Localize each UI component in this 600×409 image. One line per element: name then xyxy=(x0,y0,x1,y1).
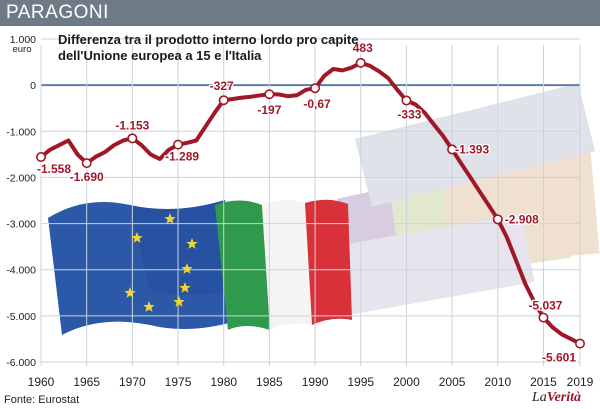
logo-accent: Verità xyxy=(546,390,582,405)
source-note: Fonte: Eurostat xyxy=(4,394,80,406)
data-label: 483 xyxy=(353,41,373,55)
data-label: -1.690 xyxy=(70,170,104,184)
y-tick-label: -6.000 xyxy=(6,357,36,369)
data-point-marker xyxy=(218,95,229,106)
data-label: -197 xyxy=(257,103,281,117)
y-axis-unit: euro xyxy=(12,44,31,55)
y-axis: 1.000 0 -1.000 -2.000 -3.000 -4.000 -5.000 -6.0… xyxy=(6,34,36,369)
eu-star xyxy=(131,232,143,243)
data-point-marker xyxy=(492,214,503,225)
data-point-marker xyxy=(355,57,366,68)
y-tick-label: 1.000 xyxy=(10,34,36,46)
data-label: -1.558 xyxy=(37,162,71,176)
x-axis: 1960 1965 1970 1975 1980 1985 1990 1995 2000 2005… xyxy=(28,375,594,389)
eu-star xyxy=(143,301,155,312)
data-label: -333 xyxy=(397,108,421,122)
eu-star xyxy=(173,296,185,307)
eu-star xyxy=(179,282,191,293)
section-label: PARAGONI xyxy=(6,2,109,23)
y-tick-label: -3.000 xyxy=(6,219,36,231)
eu-flag-illustration xyxy=(48,200,240,335)
eu-star xyxy=(164,213,176,224)
x-tick-label: 2005 xyxy=(439,375,466,389)
data-label: -2.908 xyxy=(505,212,539,226)
data-point-marker xyxy=(35,152,46,163)
x-tick-label: 1960 xyxy=(28,375,55,389)
chart-grid xyxy=(40,38,581,366)
x-tick-label: 1975 xyxy=(165,375,192,389)
italian-flag-illustration xyxy=(215,199,352,330)
y-tick-label: -2.000 xyxy=(6,172,36,184)
data-point-marker xyxy=(574,338,585,349)
data-label: -327 xyxy=(210,79,234,93)
data-label: -5.037 xyxy=(528,299,562,313)
x-tick-label: 1980 xyxy=(210,375,237,389)
eu-star xyxy=(181,263,193,274)
data-point-marker xyxy=(81,158,92,169)
y-tick-label: 0 xyxy=(30,80,36,92)
data-point-marker xyxy=(264,89,275,100)
eu-stars xyxy=(124,213,198,312)
x-tick-label: 1995 xyxy=(347,375,374,389)
x-tick-label: 2010 xyxy=(484,375,511,389)
data-label: -5.601 xyxy=(542,351,576,365)
data-point-marker xyxy=(127,133,138,144)
banknote-illustration xyxy=(325,83,600,317)
x-tick-label: 1990 xyxy=(302,375,329,389)
x-tick-label: 1985 xyxy=(256,375,283,389)
x-tick-label: 2015 xyxy=(530,375,557,389)
data-labels: -1.558-1.690 -1.153 -1.289 -327 -197 -0,67 483… xyxy=(35,40,585,366)
data-point-marker xyxy=(310,83,321,94)
data-label: -1.393 xyxy=(455,142,489,156)
y-tick-label: -1.000 xyxy=(6,126,36,138)
data-label: -0,67 xyxy=(303,97,331,111)
publisher-logo: LaVerità xyxy=(532,390,581,406)
y-tick-label: -4.000 xyxy=(6,265,36,277)
x-tick-label: 2019 xyxy=(567,375,594,389)
x-tick-label: 2000 xyxy=(393,375,420,389)
data-point-marker xyxy=(447,144,458,155)
y-tick-label: -5.000 xyxy=(6,311,36,323)
logo-prefix: La xyxy=(532,390,547,405)
section-band: PARAGONI xyxy=(0,0,600,26)
eu-star xyxy=(124,287,136,298)
data-point-marker xyxy=(173,139,184,150)
data-point-marker xyxy=(538,312,549,323)
x-tick-label: 1965 xyxy=(73,375,100,389)
data-label: -1.153 xyxy=(115,118,149,132)
eu-star xyxy=(186,238,198,249)
x-tick-label: 1970 xyxy=(119,375,146,389)
data-label: -1.289 xyxy=(165,150,199,164)
chart-title: Differenza tra il prodotto interno lordo… xyxy=(58,32,359,63)
data-point-marker xyxy=(401,95,412,106)
